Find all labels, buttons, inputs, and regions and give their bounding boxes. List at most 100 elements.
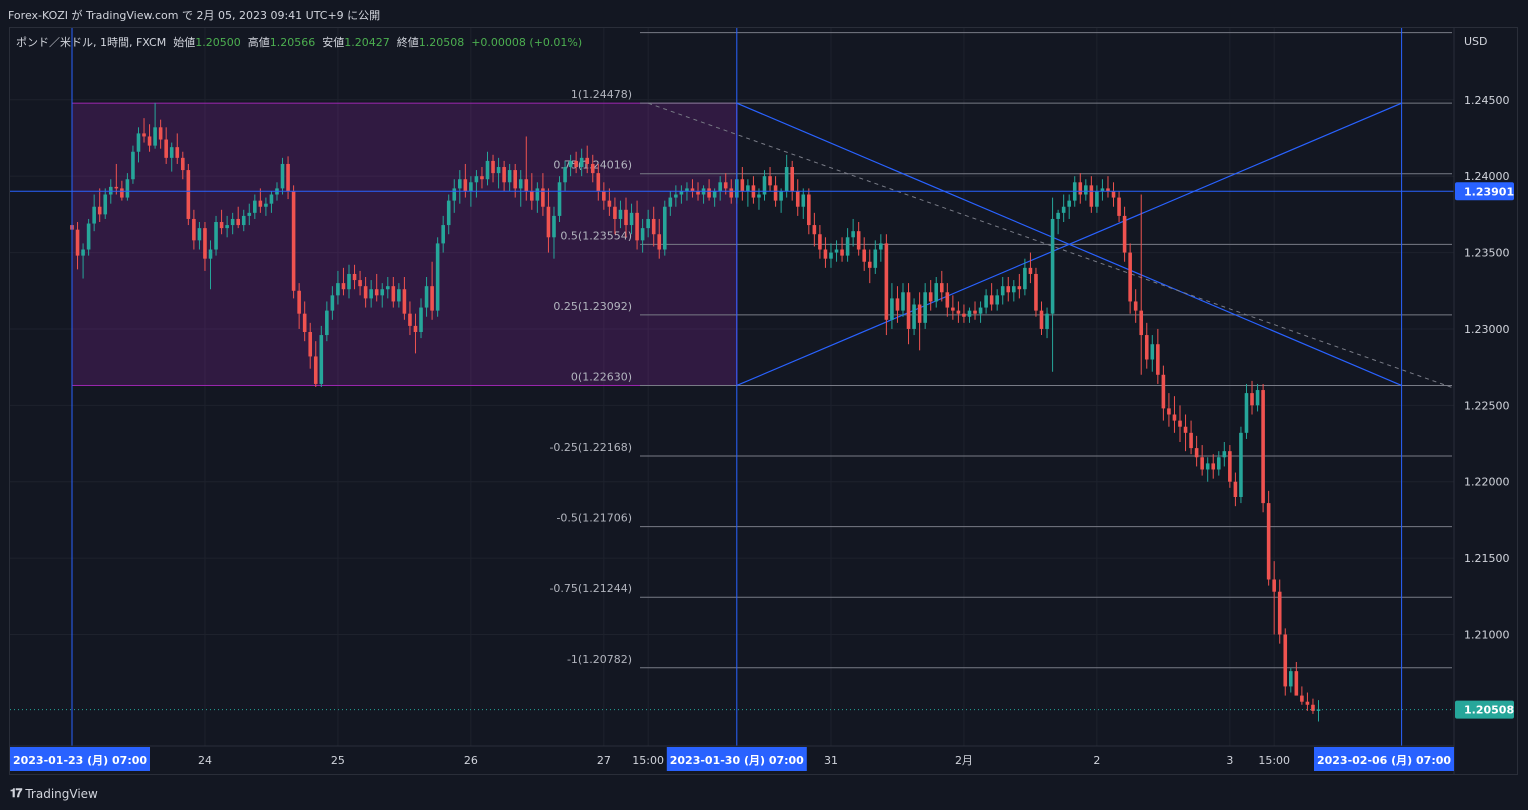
candle-body bbox=[568, 160, 573, 168]
candle-body bbox=[413, 325, 418, 333]
candle-body bbox=[607, 200, 612, 207]
symbol-legend: ポンド／米ドル, 1時間, FXCM 始値1.20500 高値1.20566 安… bbox=[16, 34, 582, 50]
brand-name: TradingView bbox=[25, 786, 98, 801]
candle-body bbox=[518, 179, 523, 189]
grid bbox=[10, 28, 1454, 746]
price-tick-label: 1.24500 bbox=[1464, 94, 1510, 107]
candle-body bbox=[1283, 634, 1288, 687]
candle-body bbox=[934, 283, 939, 302]
candle-body bbox=[446, 200, 451, 226]
candle-body bbox=[264, 203, 268, 207]
candle-body bbox=[1183, 426, 1188, 433]
candle-body bbox=[1078, 182, 1083, 195]
candle-body bbox=[557, 182, 562, 216]
candle-body bbox=[1000, 286, 1005, 296]
publish-title: Forex-KOZI が TradingView.com で 2月 05, 20… bbox=[8, 9, 381, 22]
chart-pane[interactable]: 1(1.24478)0.75(1.24016)0.5(1.23554)0.25(… bbox=[9, 27, 1518, 775]
tradingview-logo[interactable]: 𝟏𝟕 TradingView bbox=[10, 786, 98, 801]
candle-body bbox=[834, 249, 839, 253]
time-tick-label: 2 bbox=[1093, 754, 1100, 767]
candle-body bbox=[297, 290, 301, 314]
candle-body bbox=[1233, 481, 1238, 497]
candle-body bbox=[984, 295, 988, 308]
candle-body bbox=[419, 307, 423, 333]
candle-body bbox=[624, 209, 628, 226]
candle-body bbox=[225, 225, 229, 229]
candle-body bbox=[1100, 188, 1105, 192]
high-value: 1.20566 bbox=[269, 36, 316, 49]
fib-level-label: -0.75(1.21244) bbox=[549, 582, 632, 595]
candle-body bbox=[685, 188, 689, 192]
price-tick-label: 1.23500 bbox=[1464, 247, 1510, 260]
candle-body bbox=[524, 179, 529, 192]
candle-body bbox=[862, 249, 867, 262]
candle-body bbox=[397, 289, 401, 302]
close-label: 終値 bbox=[396, 36, 419, 49]
candle-body bbox=[679, 191, 684, 195]
candle-body bbox=[1300, 695, 1304, 702]
candle-body bbox=[668, 197, 673, 207]
candle-body bbox=[596, 173, 601, 192]
candle-body bbox=[917, 304, 922, 323]
candle-body bbox=[1106, 188, 1110, 192]
candle-body bbox=[906, 292, 911, 329]
candle-body bbox=[181, 157, 185, 171]
candle-body bbox=[269, 194, 274, 204]
candle-body bbox=[81, 249, 85, 256]
candle-body bbox=[92, 206, 96, 224]
candle-body bbox=[169, 147, 174, 158]
candle-body bbox=[784, 167, 789, 192]
candle-body bbox=[1133, 301, 1138, 311]
candle-body bbox=[978, 307, 983, 314]
candlestick-chart[interactable]: 1(1.24478)0.75(1.24016)0.5(1.23554)0.25(… bbox=[10, 28, 1517, 774]
candle-body bbox=[175, 147, 180, 158]
candle-body bbox=[97, 206, 102, 215]
price-tick-label: 1.21000 bbox=[1464, 628, 1510, 641]
candle-body bbox=[729, 188, 734, 198]
candle-body bbox=[690, 188, 695, 192]
dashed-trend-line[interactable] bbox=[647, 102, 1452, 388]
candle-body bbox=[1039, 310, 1044, 329]
candle-body bbox=[341, 283, 346, 290]
fib-level-label: 0.5(1.23554) bbox=[560, 229, 632, 242]
candle-body bbox=[474, 176, 479, 183]
candle-body bbox=[867, 261, 872, 268]
change-value: +0.00008 (+0.01%) bbox=[471, 36, 583, 49]
candle-body bbox=[546, 206, 551, 238]
candle-body bbox=[989, 295, 994, 305]
candle-body bbox=[1222, 451, 1227, 458]
candle-body bbox=[120, 188, 124, 198]
candle-body bbox=[330, 295, 335, 311]
candle-body bbox=[485, 160, 490, 180]
high-label: 高値 bbox=[247, 36, 270, 49]
candle-body bbox=[435, 243, 440, 311]
time-tick-label: 3 bbox=[1226, 754, 1233, 767]
candle-body bbox=[651, 218, 656, 235]
trend-line[interactable] bbox=[736, 102, 1402, 387]
candle-body bbox=[1172, 414, 1177, 421]
candle-body bbox=[319, 335, 324, 384]
candle-body bbox=[1239, 432, 1243, 497]
candle-body bbox=[424, 286, 429, 308]
trend-lines[interactable] bbox=[647, 102, 1452, 388]
candle-body bbox=[408, 313, 412, 326]
candle-body bbox=[535, 188, 540, 201]
candle-body bbox=[358, 280, 362, 287]
candle-body bbox=[1050, 218, 1055, 314]
candle-body bbox=[1167, 408, 1171, 415]
candle-body bbox=[956, 310, 961, 314]
candle-body bbox=[640, 228, 645, 241]
candle-body bbox=[923, 292, 927, 323]
candle-body bbox=[502, 167, 506, 183]
candle-body bbox=[613, 206, 617, 219]
candle-body bbox=[1122, 215, 1127, 253]
price-axis[interactable]: USD 1.24500 1.24000 1.23500 1.23000 1.22500 1.… bbox=[1453, 28, 1514, 774]
price-tick-label: 1.22500 bbox=[1464, 399, 1510, 412]
candle-body bbox=[1216, 457, 1221, 470]
price-badge-label: 1.23901 bbox=[1464, 185, 1514, 198]
candle-body bbox=[430, 286, 434, 311]
candle-body bbox=[579, 157, 584, 168]
candle-body bbox=[951, 307, 955, 311]
candle-body bbox=[308, 332, 313, 357]
time-axis[interactable]: 2023-01-23 (月) 07:00 24 25 26 27 15:00 2023-01… bbox=[10, 745, 1454, 771]
